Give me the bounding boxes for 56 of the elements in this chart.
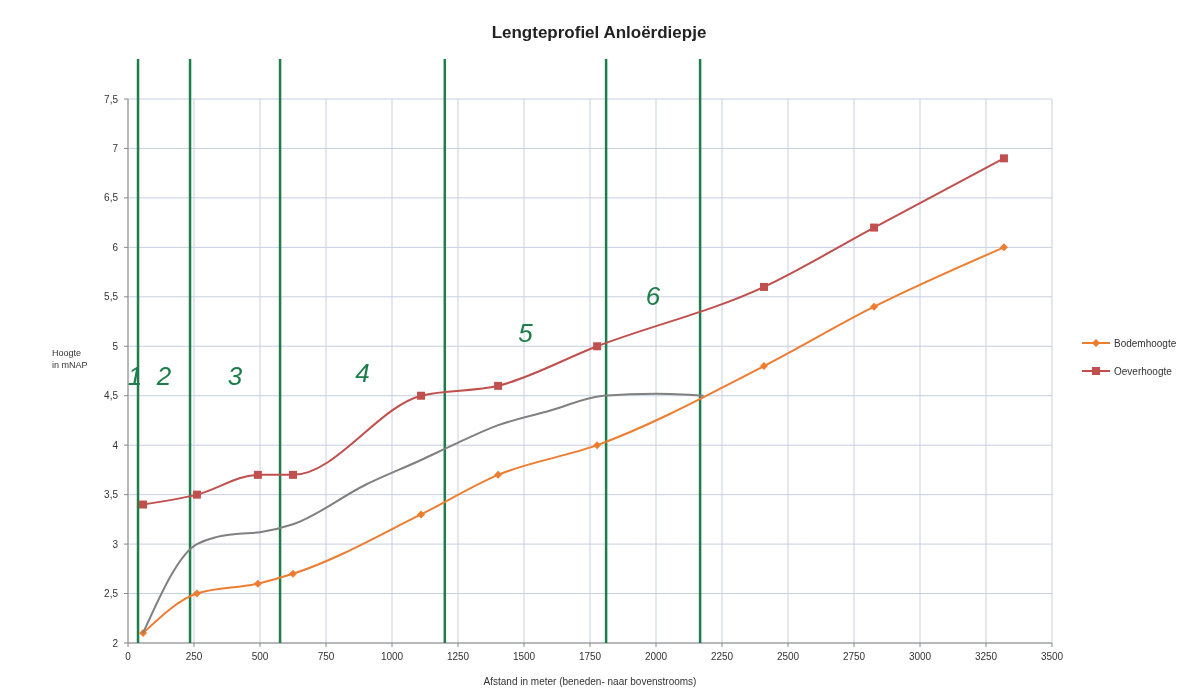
y-tick-label: 3 [112,538,119,550]
point [289,470,297,479]
point [253,579,262,588]
x-axis-title: Afstand in meter (beneden- naar bovenstrooms) [483,676,697,687]
y-tick-label: 5 [112,340,119,352]
point [289,569,297,578]
x-tick-label: 3500 [1040,651,1064,662]
y-tick-label: 6,5 [104,192,119,204]
point [593,441,602,450]
annotation: 6 [645,281,661,311]
x-tick-label: 2000 [644,651,668,662]
point [999,243,1008,252]
point [192,589,201,598]
point [593,342,602,351]
point [494,470,503,479]
y-tick-label: 2,5 [104,588,119,600]
y-tick-label: 7,5 [104,93,119,105]
chart-title: Lengteprofiel Anloërdiepje [491,23,707,42]
point [759,282,768,291]
point [759,362,768,371]
x-tick-label: 250 [185,651,203,662]
y-tick-label: 3,5 [104,489,119,501]
y-tick-label: 4,5 [104,390,119,402]
point [417,391,426,400]
point [253,470,262,479]
x-tick-label: 2250 [710,651,734,662]
x-tick-label: 1250 [446,651,470,662]
point [870,302,879,311]
y-tick-label: 6 [112,241,119,253]
y-tick-label: 4 [112,439,119,451]
annotation: 2 [155,361,172,391]
x-tick-label: 2750 [842,651,866,662]
point [417,510,426,519]
point [192,490,201,499]
legend-label: Oeverhoogte [1114,365,1173,377]
annotation: 4 [355,358,370,388]
y-tick-label: 2 [112,637,119,649]
point [870,223,879,232]
y-tick-label: 5,5 [104,291,119,303]
y-tick-label: 7 [112,142,119,154]
x-tick-label: 1000 [380,651,404,662]
point [139,500,148,509]
x-tick-label: 750 [317,651,335,662]
annotation: 5 [518,318,534,348]
x-tick-label: 3000 [908,651,932,662]
x-tick-label: 1750 [578,651,602,662]
x-tick-label: 1500 [512,651,536,662]
x-tick-label: 3250 [974,651,998,662]
legend-label: Bodemhoogte [1114,337,1177,349]
annotation: 3 [227,361,243,391]
y-axis-title: Hoogte in mNAP [52,348,88,371]
point [494,381,503,390]
x-tick-label: 0 [125,651,132,662]
x-tick-label: 500 [251,651,269,662]
point [999,154,1008,163]
x-tick-label: 2500 [776,651,800,662]
